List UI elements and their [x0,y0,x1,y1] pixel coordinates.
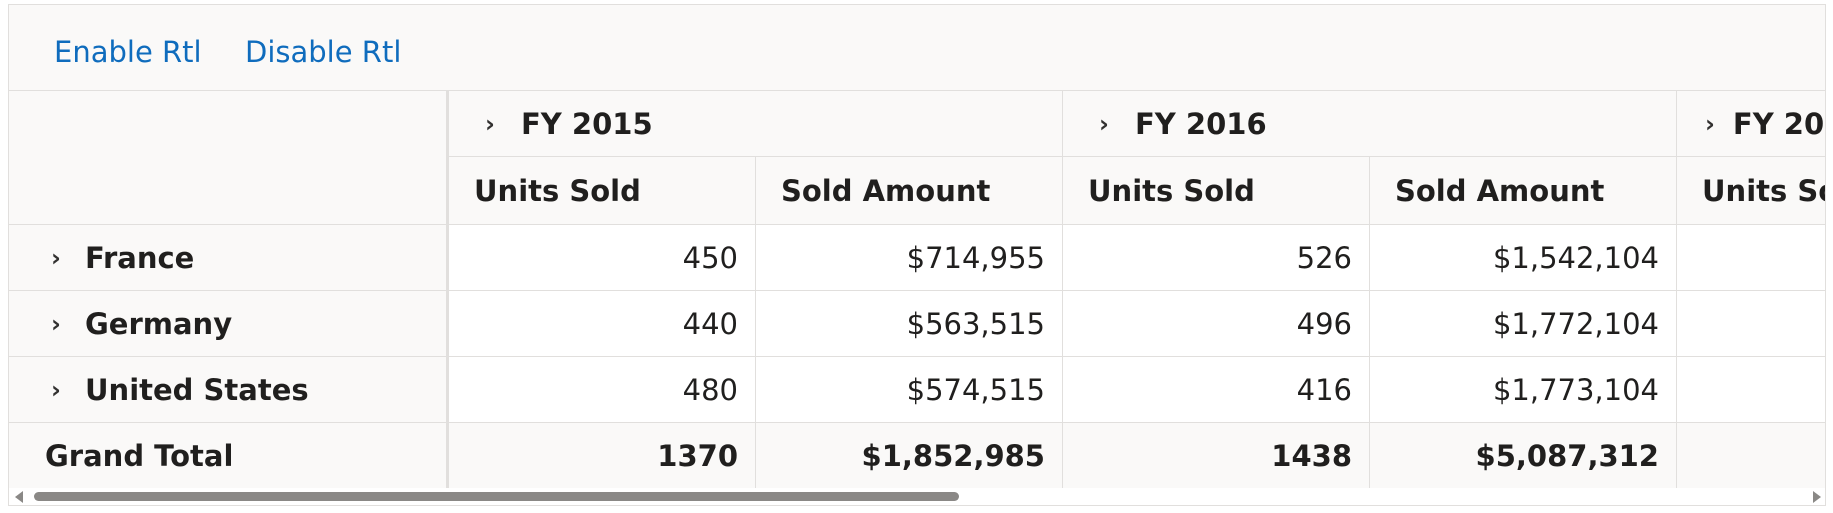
chevron-right-icon[interactable]: › [51,243,61,272]
measure-header-label: Units Sol [1702,173,1825,208]
scroll-left-icon[interactable] [15,491,23,503]
chevron-right-icon[interactable]: › [51,375,61,404]
pivot-grid: › FY 2015 › FY 2016 › FY 201 Units Sold … [9,91,1825,494]
measure-header[interactable]: Sold Amount [1370,157,1677,225]
cell-value: 480 [682,372,738,407]
column-header-fy2015[interactable]: › FY 2015 [449,91,1063,157]
cell-value: 416 [1296,372,1352,407]
column-header-fy2017[interactable]: › FY 201 [1677,91,1825,157]
value-cell[interactable]: $1,772,104 [1370,291,1677,357]
column-header-fy2016[interactable]: › FY 2016 [1063,91,1677,157]
row-header-grand-total: Grand Total [9,423,449,489]
value-cell[interactable] [1677,357,1825,423]
value-cell[interactable]: $574,515 [756,357,1063,423]
column-header-label: FY 2016 [1135,106,1267,141]
value-cell[interactable]: 480 [449,357,756,423]
disable-rtl-button[interactable]: Disable Rtl [245,35,402,69]
chevron-right-icon[interactable]: › [51,309,61,338]
row-header-label: France [85,240,195,275]
value-cell[interactable]: 496 [1063,291,1370,357]
cell-value: 450 [682,240,738,275]
cell-value: 1438 [1271,438,1352,473]
enable-rtl-button[interactable]: Enable Rtl [54,35,202,69]
measure-header[interactable]: Units Sold [449,157,756,225]
row-header-germany[interactable]: › Germany [9,291,449,357]
value-cell[interactable]: 416 [1063,357,1370,423]
cell-value: $574,515 [906,372,1045,407]
measure-header[interactable]: Sold Amount [756,157,1063,225]
measure-header[interactable]: Units Sold [1063,157,1370,225]
toolbar: Enable Rtl Disable Rtl [9,5,1825,91]
total-cell[interactable]: 1438 [1063,423,1370,489]
measure-header-label: Units Sold [1088,173,1255,208]
value-cell[interactable]: 440 [449,291,756,357]
total-cell[interactable] [1677,423,1825,489]
cell-value: $714,955 [906,240,1045,275]
column-header-label: FY 2015 [521,106,653,141]
scroll-right-icon[interactable] [1813,491,1821,503]
value-cell[interactable]: $1,773,104 [1370,357,1677,423]
chevron-right-icon[interactable]: › [1099,109,1109,138]
value-cell[interactable]: $563,515 [756,291,1063,357]
value-cell[interactable] [1677,291,1825,357]
row-header-label: United States [85,372,309,407]
cell-value: $1,542,104 [1492,240,1659,275]
column-header-label: FY 201 [1732,106,1825,141]
row-header-united-states[interactable]: › United States [9,357,449,423]
value-cell[interactable]: 450 [449,225,756,291]
total-cell[interactable]: 1370 [449,423,756,489]
row-header-label: Germany [85,306,233,341]
measure-header-label: Units Sold [474,173,641,208]
cell-value: 1370 [657,438,738,473]
measure-header-label: Sold Amount [781,173,991,208]
chevron-right-icon[interactable]: › [485,109,495,138]
measure-header-label: Sold Amount [1395,173,1605,208]
measure-header[interactable]: Units Sol [1677,157,1825,225]
value-cell[interactable]: $1,542,104 [1370,225,1677,291]
cell-value: $5,087,312 [1475,438,1659,473]
value-cell[interactable]: 526 [1063,225,1370,291]
value-cell[interactable]: $714,955 [756,225,1063,291]
cell-value: 496 [1296,306,1352,341]
cell-value: 526 [1296,240,1352,275]
pivot-view: Enable Rtl Disable Rtl › FY 2015 › FY 20… [8,4,1826,506]
total-cell[interactable]: $1,852,985 [756,423,1063,489]
row-header-france[interactable]: › France [9,225,449,291]
scrollbar-thumb[interactable] [34,492,959,501]
corner-header [9,91,449,225]
cell-value: $1,773,104 [1492,372,1659,407]
cell-value: $1,772,104 [1492,306,1659,341]
chevron-right-icon[interactable]: › [1705,109,1715,138]
cell-value: $1,852,985 [861,438,1045,473]
total-cell[interactable]: $5,087,312 [1370,423,1677,489]
cell-value: $563,515 [906,306,1045,341]
value-cell[interactable] [1677,225,1825,291]
cell-value: 440 [682,306,738,341]
horizontal-scrollbar[interactable] [9,488,1825,505]
row-header-label: Grand Total [45,438,234,473]
